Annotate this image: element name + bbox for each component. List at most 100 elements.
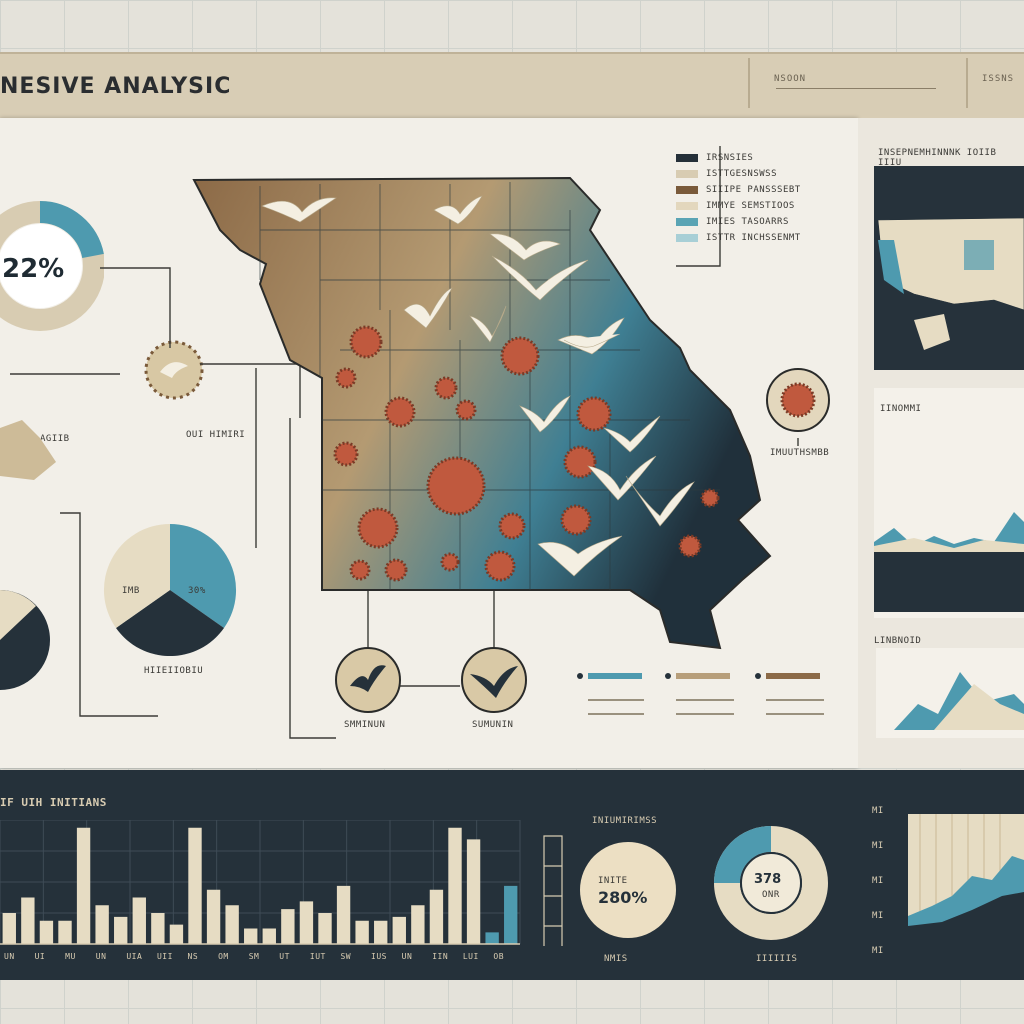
- pie-chart-1: [103, 524, 237, 656]
- virus-callout: [766, 368, 830, 432]
- bar: [262, 928, 276, 944]
- us-map: [877, 217, 1024, 350]
- bar-x-tick: UN: [95, 952, 107, 961]
- bar: [2, 913, 16, 944]
- percent-donut: [0, 201, 104, 331]
- bar-x-tick: IUT: [309, 952, 326, 961]
- bottom-area-chart: [908, 814, 1024, 950]
- donut-value: 378: [754, 872, 782, 887]
- legend-swatch: [676, 154, 698, 162]
- bird-icon-left: [335, 647, 401, 713]
- page-title: NESIVE ANALYSIC: [0, 74, 232, 99]
- mid-caption-2: AGIIB: [40, 434, 70, 444]
- legend-swatch: [676, 202, 698, 210]
- bird-icon-left-label: SMMINUN: [344, 720, 386, 730]
- legend-item: ISTTGESNSWSS: [676, 168, 801, 180]
- bar-x-tick: OM: [218, 952, 229, 961]
- mid-caption-1: OUI HIMIRI: [186, 430, 246, 440]
- bar-x-tick: IIN: [432, 952, 449, 961]
- donut-percent: 22%: [2, 254, 65, 284]
- legend-label: ISTTGESNSWSS: [706, 169, 778, 179]
- bar: [485, 932, 499, 944]
- bird-icon-right: [461, 647, 527, 713]
- bar: [58, 920, 72, 944]
- legend-label: IMMYE SEMSTIOOS: [706, 201, 795, 211]
- bar: [21, 897, 35, 944]
- pie1-caption: HIIEIIOBIU: [144, 666, 204, 676]
- legend-swatch: [676, 234, 698, 242]
- bar-x-tick: OB: [493, 952, 505, 961]
- header-box-1-rule: [776, 88, 936, 89]
- trend-chart: [874, 512, 1024, 612]
- header-box-2-label: ISSNS: [982, 74, 1015, 84]
- header-box-1-label: NSOON: [774, 74, 807, 84]
- us-map-title: INSEPNEMHINNNK IOIIB IIIU: [878, 148, 997, 168]
- bar: [151, 913, 165, 944]
- bottom-donut: [714, 826, 828, 940]
- bar-x-ticks: UN UI MU UN UIA UII NS OM SM UT IUT SW IUS UN IIN LUI OB: [0, 952, 526, 966]
- region-map: [192, 176, 772, 650]
- bar: [411, 905, 425, 944]
- bar: [206, 889, 221, 944]
- legend-swatch: [676, 170, 698, 178]
- center-scale-panel: [543, 835, 676, 946]
- y-tick: MI: [872, 806, 884, 816]
- bar-x-tick: LUI: [462, 952, 479, 961]
- circle-text: INITE: [598, 876, 628, 886]
- bar: [355, 920, 369, 944]
- bar: [76, 827, 91, 944]
- bar-x-tick: UN: [401, 952, 413, 961]
- bar-x-tick: UI: [34, 952, 46, 961]
- donut-center: [0, 224, 82, 308]
- trend-title: IINOMMI: [880, 404, 922, 414]
- bar: [188, 827, 202, 944]
- bottom-panel: [0, 770, 1024, 980]
- bar: [466, 839, 481, 944]
- donut-arc: [0, 201, 104, 331]
- bar: [132, 897, 146, 944]
- bar: [336, 885, 351, 944]
- bar-x-tick: UT: [279, 952, 290, 961]
- bird-icon-right-label: SUMUNIN: [472, 720, 514, 730]
- donut-sub: ONR: [762, 890, 780, 900]
- bar-x-tick: UII: [156, 952, 173, 961]
- legend-label: IRSNSIES: [706, 153, 754, 163]
- mini-area-chart: [894, 672, 1024, 730]
- mini-chart-title: LINBNOID: [874, 636, 922, 646]
- bar-x-tick: NS: [187, 952, 199, 961]
- bar: [299, 901, 314, 944]
- legend-strip: [577, 673, 824, 715]
- legend-item: IMIES TASOARRS: [676, 216, 801, 228]
- bar-x-tick: SM: [248, 952, 260, 961]
- bar: [39, 920, 54, 944]
- bar-chart: [0, 820, 521, 945]
- pie1-label-b: 30%: [188, 586, 206, 596]
- header-box-2: ISSNS: [966, 58, 1024, 108]
- header-box-1: NSOON: [748, 58, 960, 108]
- legend: IRSNSIES ISTTGESNSWSS SIIIPE PANSSSEBT I…: [676, 152, 801, 244]
- legend-item: IMMYE SEMSTIOOS: [676, 200, 801, 212]
- bar-x-tick: SW: [340, 952, 352, 961]
- bar: [225, 905, 239, 944]
- bar: [169, 924, 184, 944]
- bar: [504, 885, 518, 944]
- bar-x-tick: IUS: [371, 952, 387, 961]
- bar-x-tick: UN: [4, 952, 15, 961]
- bar: [95, 905, 109, 944]
- callout-label: IMUUTHSMBB: [770, 448, 830, 458]
- legend-item: ISTTR INCHSSENMT: [676, 232, 801, 244]
- donut-caption: IIIIIIS: [756, 954, 798, 964]
- pie1-label-a: IMB: [122, 586, 140, 596]
- y-tick: MI: [872, 876, 884, 886]
- mini-region-map: [0, 420, 56, 480]
- bar: [244, 928, 258, 944]
- bar: [429, 889, 444, 944]
- legend-item: IRSNSIES: [676, 152, 801, 164]
- bar: [318, 913, 332, 944]
- bar: [281, 909, 295, 944]
- y-tick: MI: [872, 911, 884, 921]
- legend-swatch: [676, 186, 698, 194]
- bar-chart-title: IF UIH INITIANS: [0, 796, 107, 809]
- legend-label: SIIIPE PANSSSEBT: [706, 185, 801, 195]
- legend-label: IMIES TASOARRS: [706, 217, 789, 227]
